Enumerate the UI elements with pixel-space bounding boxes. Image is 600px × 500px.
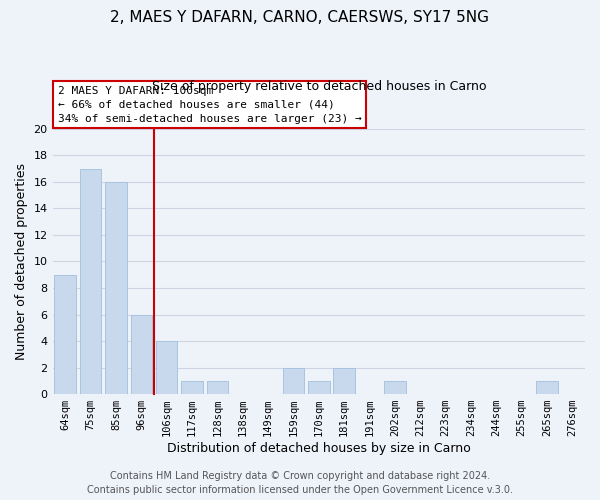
Text: 2 MAES Y DAFARN: 100sqm
← 66% of detached houses are smaller (44)
34% of semi-de: 2 MAES Y DAFARN: 100sqm ← 66% of detache…: [58, 86, 362, 124]
Bar: [206, 381, 228, 394]
Bar: [384, 381, 406, 394]
Bar: [308, 381, 329, 394]
Bar: [156, 341, 178, 394]
Bar: [334, 368, 355, 394]
Text: 2, MAES Y DAFARN, CARNO, CAERSWS, SY17 5NG: 2, MAES Y DAFARN, CARNO, CAERSWS, SY17 5…: [110, 10, 490, 25]
Bar: [536, 381, 558, 394]
Bar: [181, 381, 203, 394]
Text: Contains HM Land Registry data © Crown copyright and database right 2024.
Contai: Contains HM Land Registry data © Crown c…: [87, 471, 513, 495]
Bar: [55, 274, 76, 394]
Bar: [131, 314, 152, 394]
Bar: [283, 368, 304, 394]
Y-axis label: Number of detached properties: Number of detached properties: [15, 163, 28, 360]
X-axis label: Distribution of detached houses by size in Carno: Distribution of detached houses by size …: [167, 442, 470, 455]
Bar: [105, 182, 127, 394]
Title: Size of property relative to detached houses in Carno: Size of property relative to detached ho…: [152, 80, 486, 93]
Bar: [80, 168, 101, 394]
